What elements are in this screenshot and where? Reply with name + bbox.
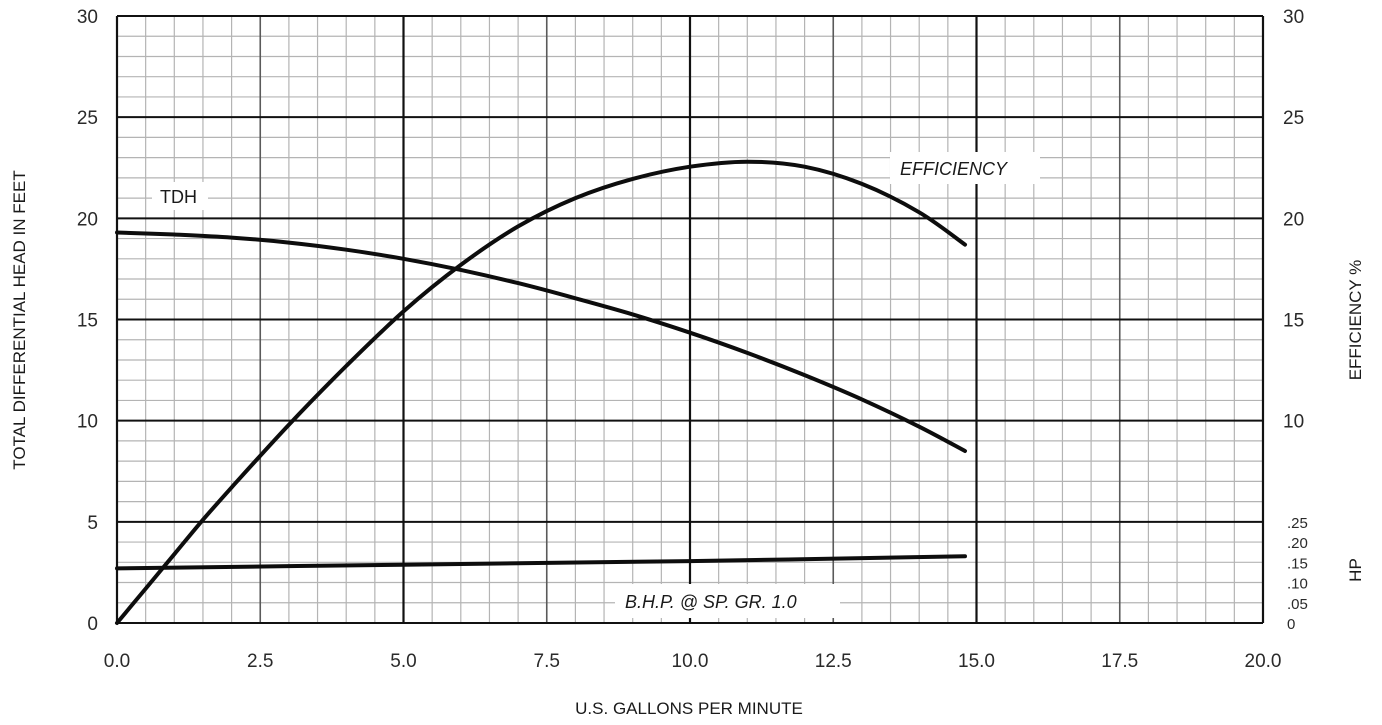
- bhp-curve: [115, 554, 967, 571]
- tdh-curve: [115, 230, 967, 453]
- efficiency-axis-ticks: 10 15 20 25 30: [1283, 7, 1304, 433]
- chart-curves: [115, 159, 967, 625]
- efficiency-series-label: EFFICIENCY: [900, 159, 1009, 179]
- y-tick-label: 5: [87, 513, 98, 534]
- label-background: [890, 152, 1040, 184]
- bhp-series-label: B.H.P. @ SP. GR. 1.0: [625, 592, 797, 612]
- label-background: [152, 182, 208, 210]
- hp-axis-ticks: 0 .05 .10 .15 .20 .25: [1287, 515, 1308, 633]
- y-tick-label: 25: [77, 108, 98, 129]
- x-tick-label: 10.0: [672, 651, 709, 672]
- efficiency-tick-label: 10: [1283, 412, 1304, 433]
- x-tick-label: 5.0: [390, 651, 416, 672]
- y-tick-label: 0: [87, 614, 98, 635]
- efficiency-tick-label: 15: [1283, 311, 1304, 332]
- y-tick-label: 30: [77, 7, 98, 28]
- x-tick-label: 2.5: [247, 651, 273, 672]
- y-tick-label: 15: [77, 311, 98, 332]
- x-tick-label: 0.0: [104, 651, 130, 672]
- tdh-series-label: TDH: [160, 187, 197, 207]
- label-background: [615, 584, 840, 618]
- efficiency-tick-label: 20: [1283, 209, 1304, 230]
- y-tick-label: 20: [77, 209, 98, 230]
- efficiency-curve: [115, 159, 967, 625]
- x-axis-title: U.S. GALLONS PER MINUTE: [575, 699, 803, 718]
- x-axis-ticks: 0.0 2.5 5.0 7.5 10.0 12.5 15.0 17.5 20.0: [104, 651, 1282, 672]
- x-tick-label: 15.0: [958, 651, 995, 672]
- efficiency-tick-label: 25: [1283, 108, 1304, 129]
- x-tick-label: 17.5: [1101, 651, 1138, 672]
- hp-tick-label: .05: [1287, 596, 1308, 613]
- x-tick-label: 12.5: [815, 651, 852, 672]
- y-tick-label: 10: [77, 412, 98, 433]
- hp-tick-label: .15: [1287, 555, 1308, 572]
- efficiency-axis-title: EFFICIENCY %: [1346, 260, 1365, 381]
- x-tick-label: 20.0: [1245, 651, 1282, 672]
- hp-tick-label: .20: [1287, 535, 1308, 552]
- hp-axis-title: HP: [1346, 558, 1365, 582]
- y-axis-ticks: 0 5 10 15 20 25 30: [77, 7, 98, 635]
- major-grid: [115, 15, 1265, 624]
- hp-tick-label: .25: [1287, 515, 1308, 532]
- hp-tick-label: 0: [1287, 616, 1295, 633]
- x-tick-label: 7.5: [534, 651, 560, 672]
- efficiency-tick-label: 30: [1283, 7, 1304, 28]
- hp-tick-label: .10: [1287, 576, 1308, 593]
- curve-label-backgrounds: [152, 152, 1040, 618]
- y-axis-title: TOTAL DIFFERENTIAL HEAD IN FEET: [10, 170, 29, 469]
